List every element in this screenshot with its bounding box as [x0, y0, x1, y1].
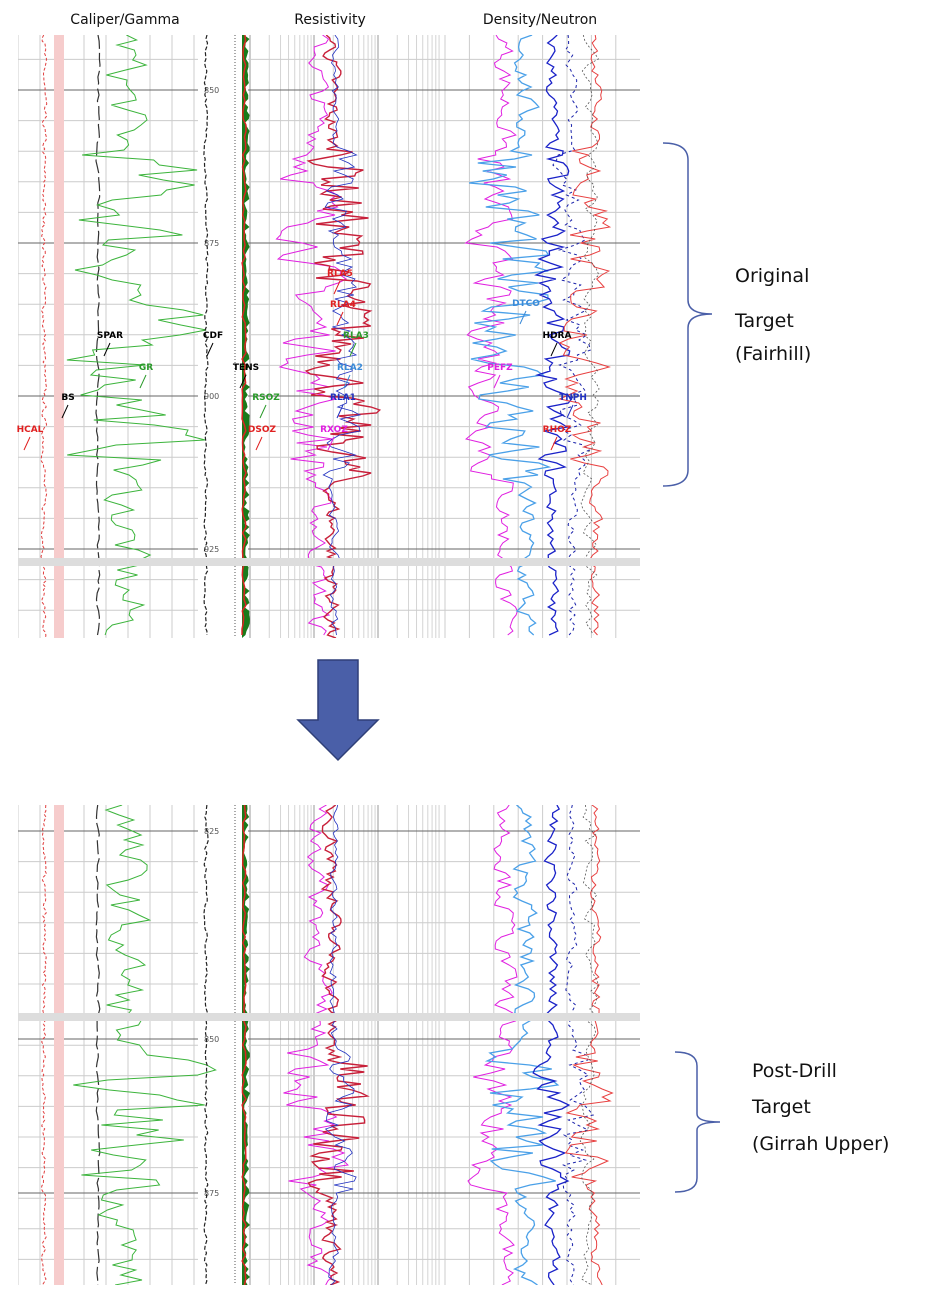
label-pointer [259, 404, 267, 419]
tension-curve [241, 35, 247, 636]
label-pointer [239, 374, 247, 389]
gr-curve [73, 805, 217, 1285]
depth-label: 850 [204, 86, 219, 95]
bs-curve [95, 805, 101, 1285]
curve-label: RLA2 [337, 363, 363, 373]
curve-label: RLA1 [330, 393, 356, 403]
rla1-curve [322, 35, 362, 636]
label-pointer [103, 342, 111, 357]
track-header: Resistivity [294, 12, 366, 28]
hdra-curve [579, 805, 599, 1285]
curve-label: RXOZ [320, 425, 348, 435]
cdf-curve [203, 35, 209, 635]
rxoz-curve [275, 35, 348, 636]
label-pointer [61, 404, 69, 419]
annotation: Original [735, 265, 809, 287]
label-pointer [550, 342, 558, 357]
tnph-curve [532, 805, 571, 1285]
top-log: 850 875 900 925 [18, 35, 640, 638]
annotation: Target [734, 310, 794, 332]
curve-label: RHOZ [543, 425, 572, 435]
background [18, 35, 640, 638]
track-header: Density/Neutron [483, 12, 597, 28]
down-arrow [296, 659, 380, 762]
curve-label: RSOZ [252, 393, 280, 403]
label-pointer [23, 436, 31, 451]
bracket [674, 1051, 721, 1193]
rhoz-curve [564, 805, 614, 1285]
label-pointer [493, 374, 501, 389]
curve-label: RLA5 [327, 269, 353, 279]
cdf-curve [203, 805, 209, 1285]
dtco-curve [468, 35, 552, 636]
rla-curve [307, 805, 370, 1285]
annotation: (Fairhill) [735, 343, 811, 365]
curve-label: CDF [203, 331, 223, 341]
depth-label: 925 [204, 545, 219, 554]
rla1-curve [324, 805, 357, 1285]
label-pointer [343, 374, 351, 389]
curve-label: DTCO [512, 299, 540, 309]
annotation: (Girrah Upper) [752, 1133, 889, 1155]
label-pointer [336, 311, 344, 326]
hcal-curve [40, 805, 48, 1285]
splice-band [18, 1013, 640, 1021]
curve-label: RLA4 [330, 300, 356, 310]
curve-label: HDRA [543, 331, 572, 341]
splice-band [18, 558, 640, 566]
depth-label: 875 [204, 1189, 219, 1198]
annotation: Post-Drill [752, 1060, 837, 1082]
pefz-curve [467, 805, 518, 1285]
depth-label: 825 [204, 827, 219, 836]
bs-curve [95, 35, 101, 636]
labels: Caliper/Gamma Resistivity Density/Neutron B… [17, 12, 890, 1155]
curve-label: HCAL [17, 425, 44, 435]
label-pointer [336, 404, 344, 419]
curve-label: RLA3 [343, 331, 369, 341]
caliper-fill [54, 805, 64, 1285]
caliper-fill [54, 35, 64, 638]
annotation: Target [751, 1096, 811, 1118]
tension-curve [241, 805, 247, 1285]
label-pointer [566, 404, 574, 419]
bottom-log: 825 850 875 [18, 805, 640, 1285]
curve-label: PEFZ [487, 363, 513, 373]
curve-label: SPAR [97, 331, 123, 341]
rhoz-curve [558, 35, 612, 636]
label-pointer [255, 436, 263, 451]
tnph-curve [534, 35, 573, 636]
depth-label: 850 [204, 1035, 219, 1044]
label-pointer [349, 342, 357, 357]
label-pointer [206, 342, 214, 357]
label-pointer [333, 280, 341, 295]
track-header: Caliper/Gamma [70, 12, 179, 28]
curve-label: BS [61, 393, 74, 403]
depth-label: 900 [204, 392, 219, 401]
gr-curve [66, 35, 207, 636]
label-pointer [327, 436, 335, 451]
pefz-curve [464, 35, 518, 636]
rla-curve [304, 35, 382, 638]
label-pointer [139, 374, 147, 389]
curve-label: TENS [233, 363, 259, 373]
curve-label: DSOZ [248, 425, 277, 435]
hdra-curve [580, 35, 600, 636]
dtco-curve [484, 805, 560, 1285]
bracket [662, 142, 713, 487]
label-pointer [519, 310, 527, 325]
curve-label: TNPH [559, 393, 587, 403]
curve-label: GR [139, 363, 153, 373]
hcal-curve [40, 35, 48, 638]
label-pointer [550, 436, 558, 451]
depth-label: 875 [204, 239, 219, 248]
